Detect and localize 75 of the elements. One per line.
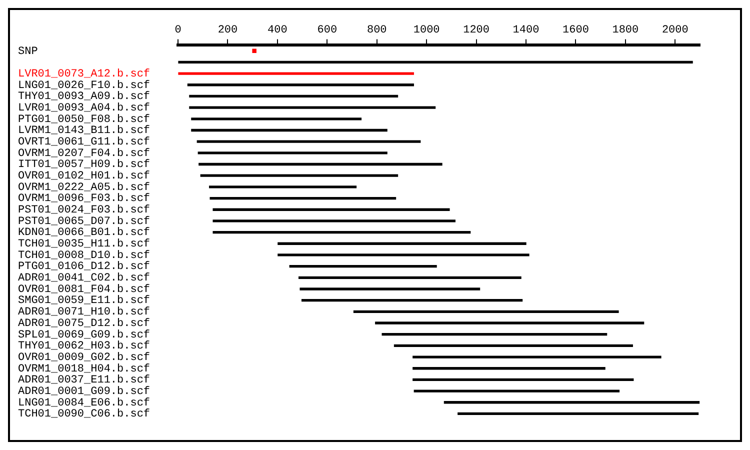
bar xyxy=(191,128,388,132)
y-tick-label: OVR01_0102_H01.b.scf xyxy=(18,170,150,183)
x-tick-label: 2000 xyxy=(662,24,688,37)
bar xyxy=(189,94,398,98)
bar xyxy=(200,174,398,177)
bar xyxy=(187,84,414,86)
bar xyxy=(301,299,523,302)
x-tick-label: 1800 xyxy=(612,24,639,37)
x-tick-label: 800 xyxy=(366,24,387,37)
y-tick-label: KDN01_0066_B01.b.scf xyxy=(18,227,150,240)
bar xyxy=(191,118,362,120)
bar xyxy=(178,72,414,75)
bar xyxy=(210,196,396,200)
x-tick-label: 600 xyxy=(317,24,338,37)
y-tick-label: SMG01_0059_E11.b.scf xyxy=(18,295,150,308)
y-tick-label: PTG01_0050_F08.b.scf xyxy=(18,114,150,126)
y-tick-label: SNP xyxy=(18,46,38,58)
y-tick-label: LVRM1_0143_B11.b.scf xyxy=(18,125,150,138)
x-tick-label: 1000 xyxy=(413,24,440,37)
y-tick-label: ADR01_0041_C02.b.scf xyxy=(18,272,150,285)
bar xyxy=(382,333,608,336)
y-tick-label: TCH01_0090_C06.b.scf xyxy=(18,408,150,421)
y-tick-label: OVRT1_0061_G11.b.scf xyxy=(18,136,150,148)
y-tick-label: OVRM1_0096_F03.b.scf xyxy=(18,193,150,206)
y-tick-label: SPL01_0069_G09.b.scf xyxy=(18,329,150,342)
x-tick-label: 1600 xyxy=(562,24,589,37)
y-tick-label: TCH01_0008_D10.b.scf xyxy=(18,250,150,262)
bar xyxy=(189,106,436,109)
y-tick-label: PTG01_0106_D12.b.scf xyxy=(18,261,150,274)
y-tick-label: ADR01_0037_E11.b.scf xyxy=(18,374,150,387)
bar xyxy=(414,390,620,392)
bar xyxy=(198,162,442,166)
x-tick-label: 0 xyxy=(174,24,182,37)
x-tick-label: 1200 xyxy=(463,24,490,37)
y-tick-label: PST01_0065_D07.b.scf xyxy=(18,216,150,228)
x-tick-label: 200 xyxy=(218,24,238,37)
bar xyxy=(289,264,437,268)
y-tick-label: OVRM1_0222_A05.b.scf xyxy=(18,182,150,194)
y-tick-label: OVR01_0081_F04.b.scf xyxy=(18,284,150,296)
bar xyxy=(198,152,388,154)
bar xyxy=(196,140,421,143)
bar xyxy=(300,288,480,290)
y-tick-label: LNG01_0026_F10.b.scf xyxy=(18,80,150,92)
bar xyxy=(394,344,633,348)
bar xyxy=(412,367,606,370)
y-tick-label: OVRM1_0207_F04.b.scf xyxy=(18,148,150,160)
bar xyxy=(412,378,634,382)
bar xyxy=(444,401,700,404)
y-tick-label: PST01_0024_F03.b.scf xyxy=(18,204,150,217)
x-tick-label: 1400 xyxy=(512,24,540,37)
y-tick-label: ITT01_0057_H09.b.scf xyxy=(18,159,150,172)
y-tick-label: ADR01_0001_G09.b.scf xyxy=(18,386,150,398)
y-tick-label: THY01_0062_H03.b.scf xyxy=(18,340,150,353)
bar xyxy=(278,254,530,256)
y-tick-label: LVR01_0093_A04.b.scf xyxy=(18,102,150,114)
y-tick-label: LVR01_0073_A12.b.scf xyxy=(18,68,150,80)
y-tick-label: LNG01_0084_E06.b.scf xyxy=(18,397,150,410)
bar xyxy=(458,412,699,416)
bar xyxy=(412,356,662,358)
y-tick-label: ADR01_0071_H10.b.scf xyxy=(18,306,150,319)
y-tick-label: THY01_0093_A09.b.scf xyxy=(18,91,150,104)
bar xyxy=(375,322,644,324)
bar xyxy=(209,186,357,188)
y-tick-label: OVR01_0009_G02.b.scf xyxy=(18,352,150,364)
bar xyxy=(212,230,471,234)
bar xyxy=(278,242,526,245)
bar xyxy=(353,310,619,314)
bar xyxy=(212,208,450,211)
y-tick-label: TCH01_0035_H11.b.scf xyxy=(18,238,150,251)
y-tick-label: OVRM1_0018_H04.b.scf xyxy=(18,363,150,376)
x-tick-label: 400 xyxy=(268,24,288,37)
bar xyxy=(212,220,456,222)
bar xyxy=(178,60,693,64)
bar xyxy=(298,276,522,279)
y-tick-label: ADR01_0075_D12.b.scf xyxy=(18,318,150,330)
